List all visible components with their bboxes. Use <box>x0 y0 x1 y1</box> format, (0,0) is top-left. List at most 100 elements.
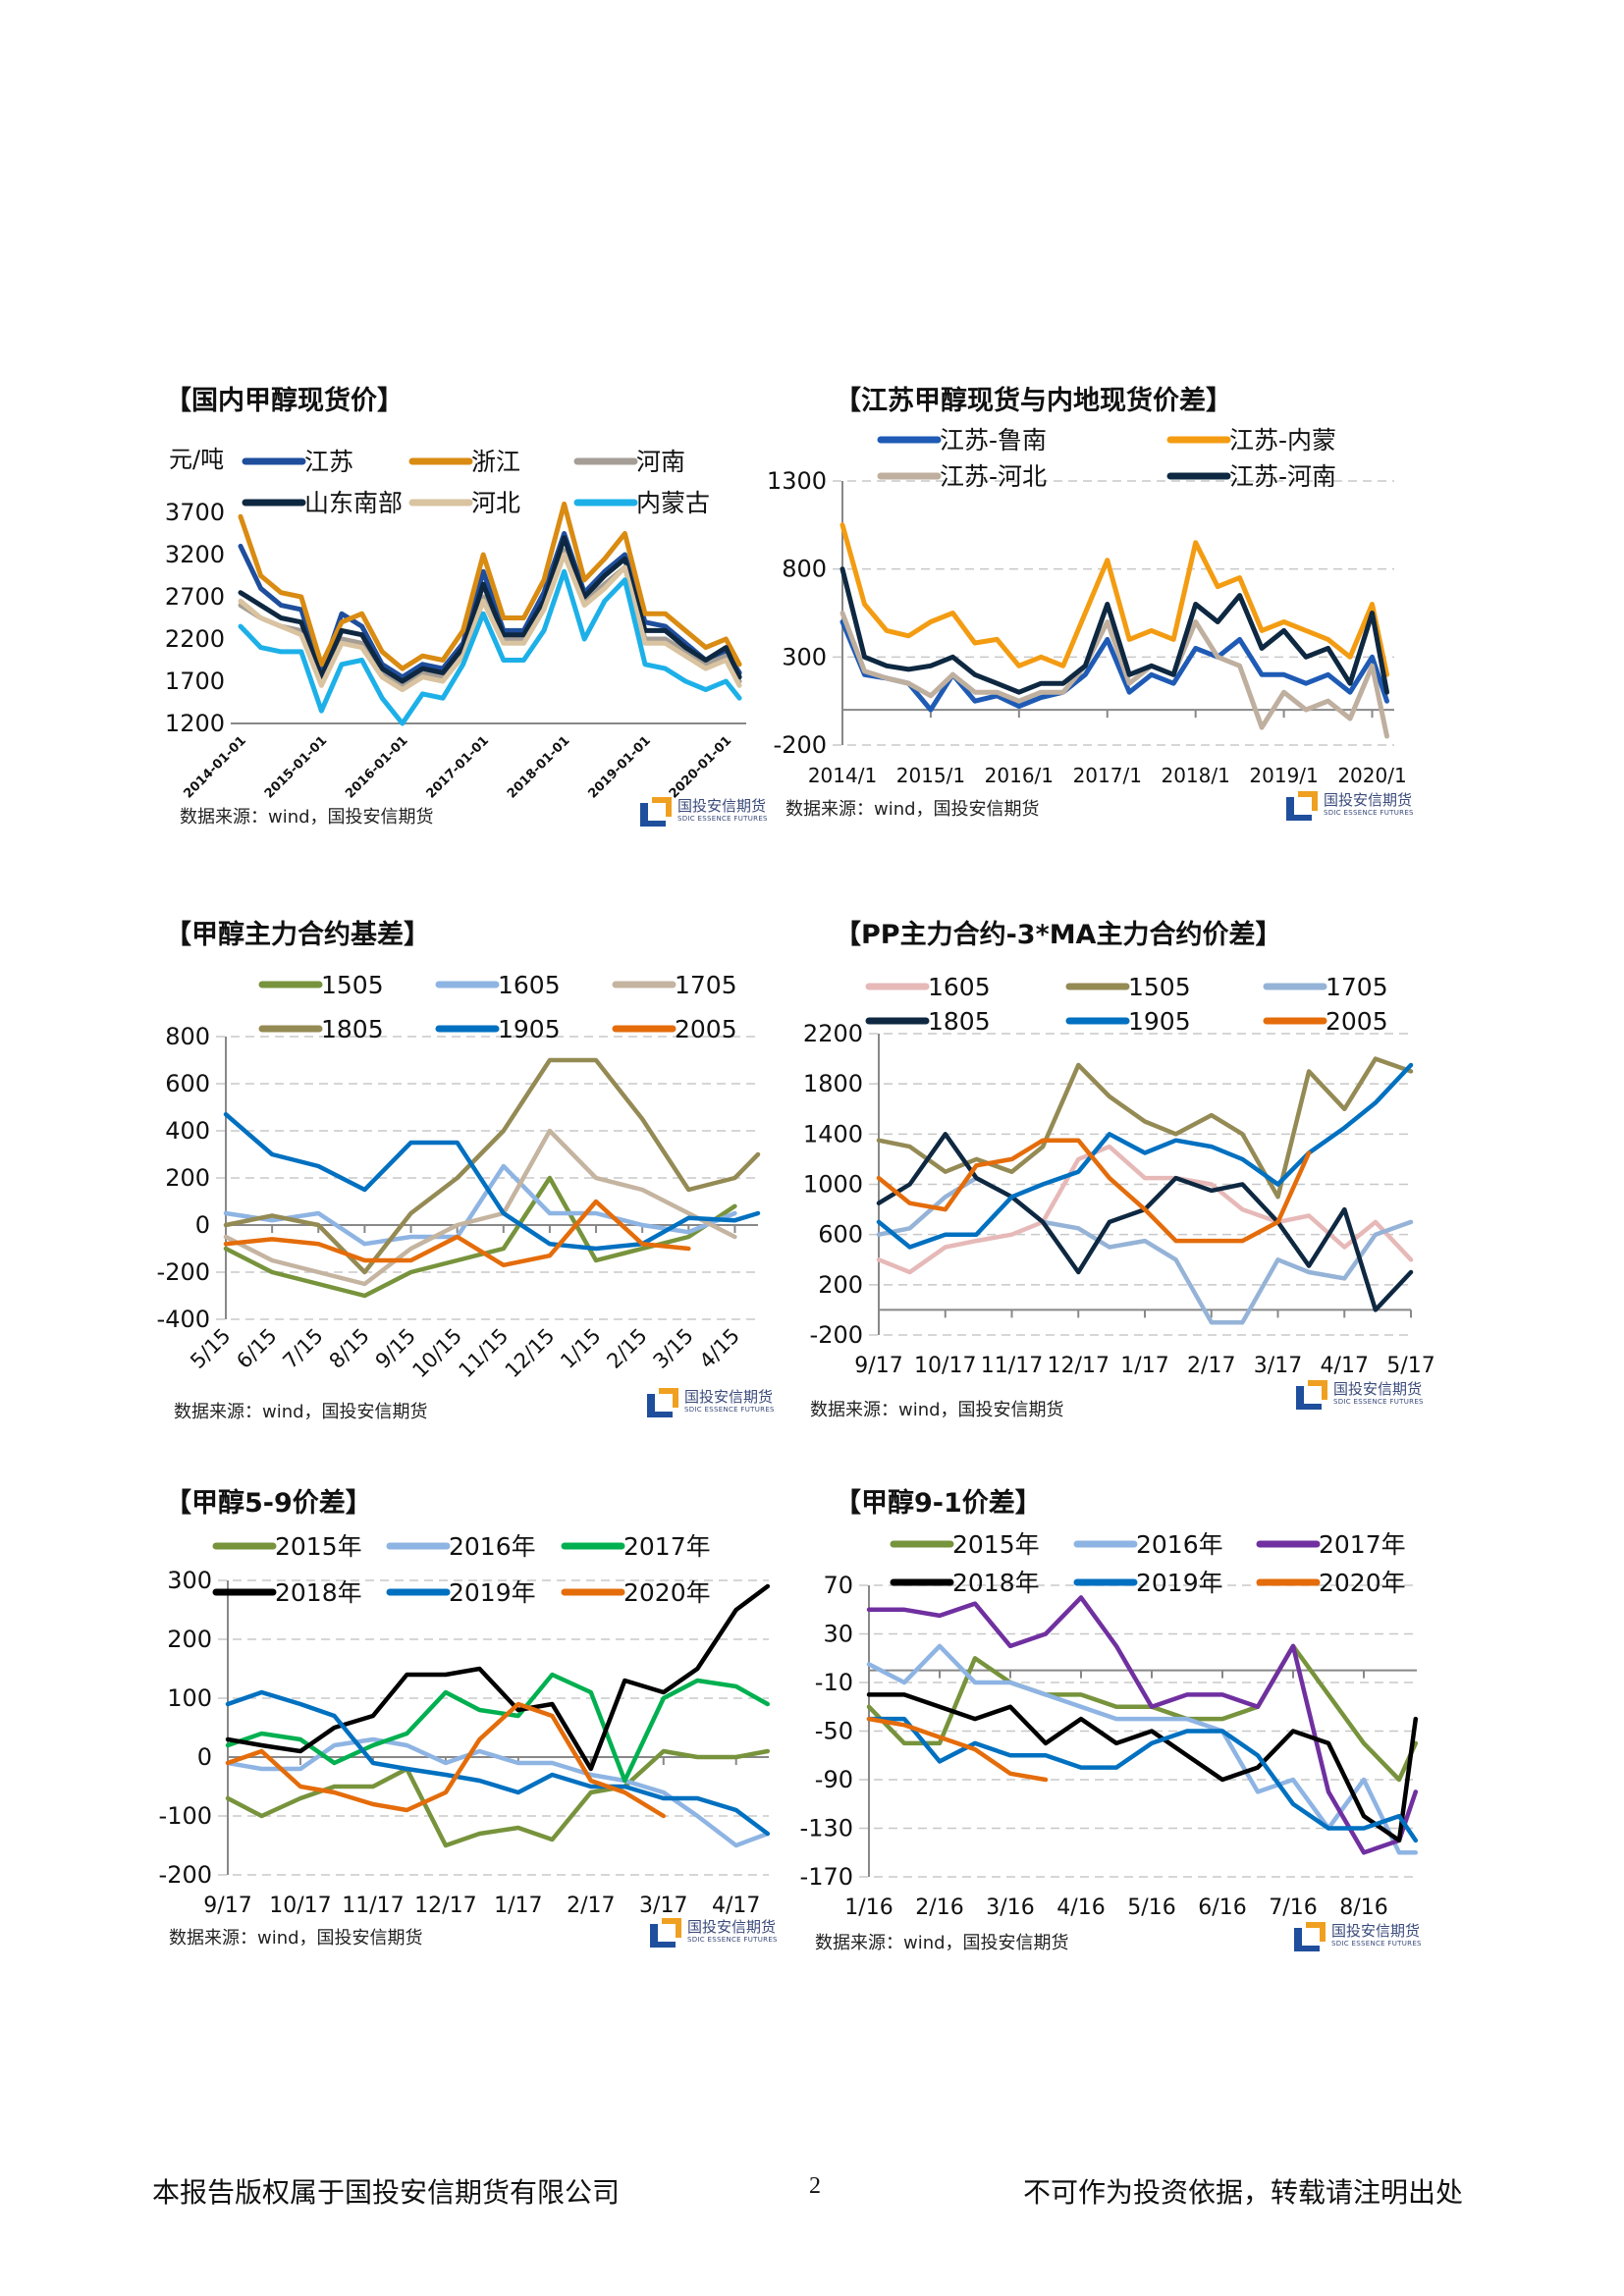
page-number: 2 <box>809 2173 821 2199</box>
y-tick-label: -90 <box>815 1766 853 1793</box>
legend-label: 山东南部 <box>304 489 403 517</box>
logo-text: 国投安信期货 <box>687 1918 777 1936</box>
series-line-2018年 <box>866 1692 1419 1843</box>
y-tick-label: 70 <box>823 1572 853 1599</box>
chart-2: -200 300 800 1300 2014/1 2015/1 2016/1 2017/1 20… <box>767 426 1407 787</box>
x-tick-label: 2017/1 <box>1073 764 1142 787</box>
x-tick-label: 1/17 <box>494 1894 542 1918</box>
logo-mark-icon <box>650 1918 681 1948</box>
x-tick-label: 9/17 <box>854 1354 902 1378</box>
chart-title-pp-ma-spread: 【PP主力合约-3*MA主力合约价差】 <box>835 920 1282 950</box>
series-line-1605 <box>876 1144 1414 1275</box>
x-tick-label: 1/15 <box>556 1324 605 1373</box>
series-line-1805 <box>876 1132 1414 1312</box>
y-tick-label: 200 <box>165 1164 210 1192</box>
y-tick-label: 30 <box>823 1621 853 1648</box>
y-tick-label: 2700 <box>165 583 225 611</box>
x-tick-label: 1/17 <box>1120 1354 1168 1378</box>
legend-label: 2018年 <box>275 1578 362 1607</box>
legend-label: 2020年 <box>1319 1569 1406 1597</box>
legend-label: 2019年 <box>1136 1569 1223 1597</box>
series-line-2020年 <box>225 1701 667 1819</box>
x-tick-label: 12/17 <box>414 1894 476 1918</box>
series-line-2005 <box>223 1199 691 1268</box>
y-tick-label: 300 <box>782 643 827 670</box>
x-tick-label: 2/17 <box>567 1894 615 1918</box>
series-line-江苏-河南 <box>839 566 1389 695</box>
y-tick-label: 2200 <box>803 1020 863 1047</box>
x-tick-label: 11/17 <box>981 1354 1043 1378</box>
y-tick-label: 1800 <box>803 1070 863 1097</box>
chart-title-5-9-spread: 【甲醇5-9价差】 <box>165 1488 372 1519</box>
series-line-2020年 <box>866 1716 1049 1783</box>
chart-1: 1200 1700 2200 2700 3200 3700 2014-01-01 2015-0… <box>165 448 746 802</box>
logo-text: 国投安信期货 <box>677 797 767 815</box>
legend-label: 1705 <box>1326 973 1388 1001</box>
legend-label: 1805 <box>928 1007 991 1036</box>
x-tick-label: 4/16 <box>1056 1896 1105 1920</box>
legend-label: 江苏-鲁南 <box>940 426 1047 454</box>
x-tick-label: 5/17 <box>1386 1354 1435 1378</box>
data-source-note: 数据来源：wind，国投安信期货 <box>174 1402 428 1422</box>
y-tick-label: -200 <box>159 1861 212 1889</box>
x-tick-label: 4/17 <box>712 1894 760 1918</box>
y-tick-label: -200 <box>774 731 827 759</box>
series-line-2019年 <box>866 1716 1419 1843</box>
legend-label: 2015年 <box>952 1530 1040 1559</box>
logo-text-en: SDIC ESSENCE FUTURES <box>687 1936 778 1944</box>
x-tick-label: 2015/1 <box>896 764 965 787</box>
x-tick-label: 3/15 <box>649 1324 698 1373</box>
data-source-note: 数据来源：wind，国投安信期货 <box>810 1400 1064 1420</box>
legend-label: 1905 <box>1128 1007 1191 1036</box>
logo-text-en: SDIC ESSENCE FUTURES <box>1333 1398 1424 1406</box>
x-tick-label: 2/16 <box>915 1896 963 1920</box>
legend-label: 1705 <box>675 971 737 999</box>
legend-label: 内蒙古 <box>636 489 710 517</box>
sdic-logo: 国投安信期货 SDIC ESSENCE FUTURES <box>1294 1378 1432 1414</box>
legend-label: 浙江 <box>471 448 520 476</box>
series-line-江苏-鲁南 <box>839 619 1389 713</box>
x-tick-label: 4/17 <box>1321 1354 1369 1378</box>
series-line-1605 <box>223 1163 737 1247</box>
series-line-2017年 <box>866 1595 1419 1855</box>
data-source-note: 数据来源：wind，国投安信期货 <box>180 807 434 828</box>
sdic-logo: 国投安信期货 SDIC ESSENCE FUTURES <box>1292 1920 1430 1955</box>
x-tick-label: 2014-01-01 <box>181 733 248 801</box>
x-tick-label: 10/15 <box>407 1324 466 1383</box>
legend-label: 1605 <box>498 971 561 999</box>
logo-text-en: SDIC ESSENCE FUTURES <box>684 1406 775 1414</box>
x-tick-label: 9/17 <box>203 1894 251 1918</box>
y-tick-label: -50 <box>815 1718 853 1745</box>
x-tick-label: 2016-01-01 <box>343 733 410 801</box>
series-line-江苏-内蒙 <box>839 522 1389 677</box>
legend-label: 2005 <box>1326 1007 1388 1036</box>
y-tick-label: 3200 <box>165 541 225 568</box>
y-tick-label: -170 <box>800 1863 853 1891</box>
series-line-2005 <box>876 1138 1312 1244</box>
chart-title-9-1-spread: 【甲醇9-1价差】 <box>835 1488 1042 1519</box>
y-tick-label: 3700 <box>165 499 225 526</box>
y-tick-label: 100 <box>167 1684 212 1712</box>
legend-label: 2019年 <box>449 1578 536 1607</box>
legend-label: 1605 <box>928 973 991 1001</box>
logo-mark-icon <box>1286 791 1318 821</box>
legend-label: 江苏-内蒙 <box>1229 426 1336 454</box>
chart-title-basis: 【甲醇主力合约基差】 <box>165 920 430 950</box>
x-tick-label: 8/15 <box>325 1324 374 1373</box>
sdic-logo: 国投安信期货 SDIC ESSENCE FUTURES <box>1284 789 1422 825</box>
series-line-浙江 <box>238 501 742 671</box>
logo-text-en: SDIC ESSENCE FUTURES <box>1331 1940 1422 1948</box>
legend-label: 江苏-河北 <box>940 462 1047 491</box>
y-tick-label: 400 <box>165 1117 210 1145</box>
y-tick-label: 600 <box>165 1070 210 1097</box>
y-tick-label: 800 <box>165 1023 210 1050</box>
chart-4: -200 200 600 1000 1400 1800 2200 9/17 10/17 11/17… <box>803 973 1435 1378</box>
legend-label: 江苏 <box>304 448 353 476</box>
legend-label: 2005 <box>675 1015 737 1043</box>
series-line-2015年 <box>225 1748 771 1848</box>
series-line-2019年 <box>225 1689 771 1837</box>
footer-disclaimer: 不可作为投资依据，转载请注明出处 <box>1023 2176 1464 2209</box>
x-tick-label: 2019/1 <box>1249 764 1318 787</box>
x-tick-label: 2016/1 <box>985 764 1054 787</box>
